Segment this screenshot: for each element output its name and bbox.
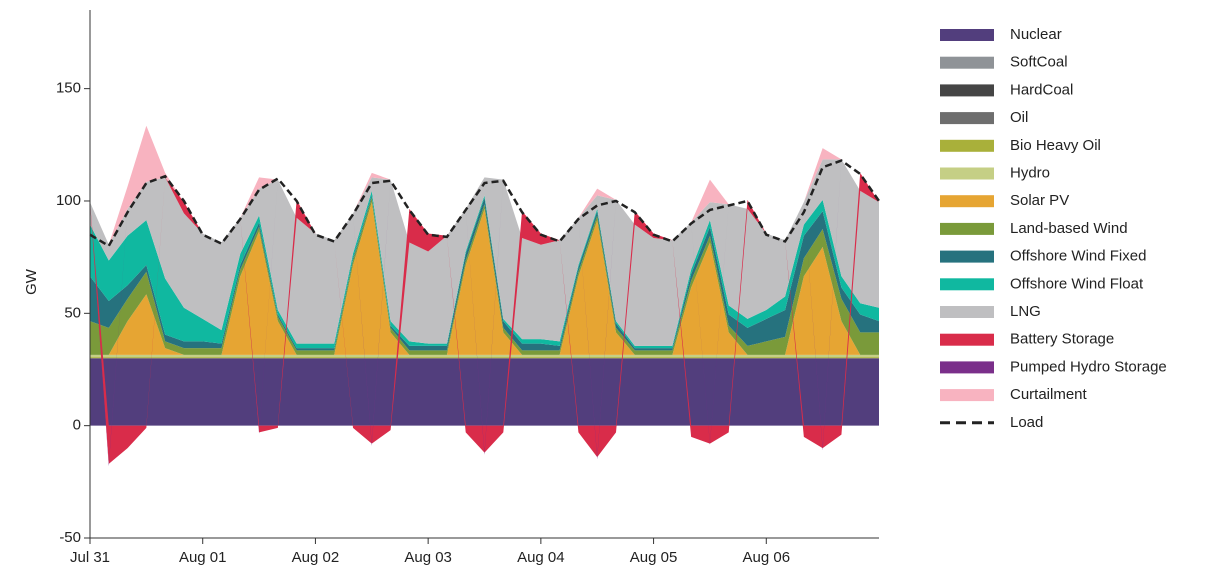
legend-label: Battery Storage (1010, 331, 1114, 348)
area (90, 357, 879, 359)
legend-label: Oil (1010, 109, 1028, 126)
area (90, 195, 879, 351)
area (90, 159, 879, 346)
y-tick-label: 100 (56, 192, 81, 209)
legend-label: SoftCoal (1010, 54, 1068, 71)
legend-label: Load (1010, 414, 1043, 431)
x-tick-label: Aug 01 (179, 549, 227, 566)
area (90, 202, 879, 355)
x-tick-label: Aug 02 (292, 549, 340, 566)
x-tick-label: Jul 31 (70, 549, 110, 566)
y-tick-label: 50 (64, 304, 81, 321)
legend-label: LNG (1010, 303, 1041, 320)
y-tick-label: 0 (73, 417, 81, 434)
legend-label: Bio Heavy Oil (1010, 137, 1101, 154)
legend-swatch (940, 278, 994, 291)
legend-label: Solar PV (1010, 192, 1069, 209)
legend-swatch (940, 333, 994, 346)
x-tick-label: Aug 05 (630, 549, 678, 566)
x-tick-label: Aug 04 (517, 549, 565, 566)
legend-swatch (940, 222, 994, 235)
legend-label: Offshore Wind Float (1010, 275, 1144, 292)
legend-swatch (940, 361, 994, 374)
area (90, 190, 879, 349)
legend-label: Nuclear (1010, 26, 1062, 43)
legend-swatch (940, 29, 994, 41)
load-line (89, 159, 881, 248)
x-tick-label: Aug 06 (743, 549, 791, 566)
legend-label: Curtailment (1010, 386, 1088, 403)
y-axis-label: GW (23, 268, 40, 295)
x-tick-label: Aug 03 (404, 549, 452, 566)
legend-swatch (940, 56, 994, 69)
legend-swatch (940, 306, 994, 318)
y-tick-label: 150 (56, 80, 81, 97)
legend-swatch (940, 112, 994, 125)
area (90, 354, 879, 358)
legend-swatch (940, 195, 994, 208)
legend-swatch (940, 250, 994, 263)
legend-swatch (940, 167, 994, 180)
area (90, 358, 879, 426)
legend-label: Offshore Wind Fixed (1010, 248, 1146, 265)
legend-swatch (940, 139, 994, 152)
legend-swatch (940, 84, 994, 97)
y-tick-label: -50 (59, 529, 81, 546)
legend-swatch (940, 389, 994, 402)
legend-label: Land-based Wind (1010, 220, 1128, 237)
legend-label: Pumped Hydro Storage (1010, 358, 1167, 375)
legend-label: HardCoal (1010, 81, 1073, 98)
legend-label: Hydro (1010, 164, 1050, 181)
